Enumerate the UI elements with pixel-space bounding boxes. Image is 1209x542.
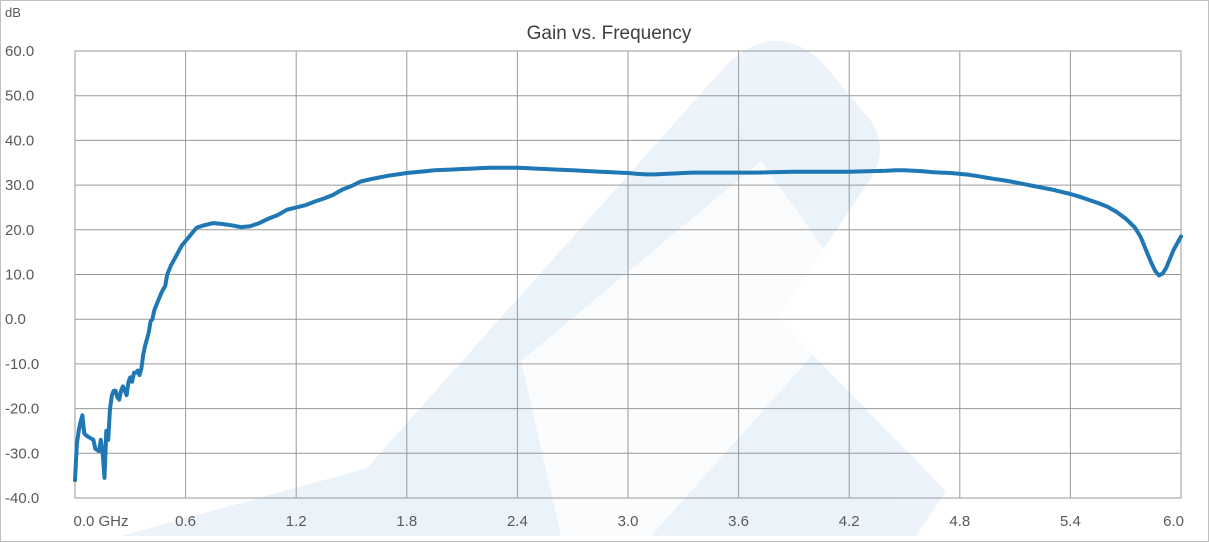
x-tick-label: 4.2 xyxy=(839,513,860,530)
x-tick-label: 0.6 xyxy=(175,513,196,530)
x-tick-label: 3.6 xyxy=(728,513,749,530)
y-tick-label: 40.0 xyxy=(5,132,34,149)
watermark-logo xyxy=(121,40,946,536)
series-layer xyxy=(73,165,1183,483)
y-tick-label: -20.0 xyxy=(5,401,39,418)
x-tick-label: 6.0 xyxy=(1163,513,1184,530)
y-tick-label: -10.0 xyxy=(5,356,39,373)
plot-area xyxy=(74,50,1182,499)
y-axis-ticks: 60.0 50.0 40.0 30.0 20.0 10.0 0.0 -10.0 -20.0 -30… xyxy=(5,43,39,507)
x-tick-label: 1.8 xyxy=(396,513,417,530)
gain-series-line xyxy=(73,165,1183,483)
y-axis-unit-label: dB xyxy=(5,5,21,20)
y-tick-label: 10.0 xyxy=(5,267,34,284)
x-tick-label: 3.0 xyxy=(618,513,639,530)
x-tick-label: 1.2 xyxy=(286,513,307,530)
x-axis-ticks: 0.0 GHz 0.6 1.2 1.8 2.4 3.0 3.6 4.2 4.8 5.4 6.0 xyxy=(73,513,1184,530)
gridlines xyxy=(74,50,1182,499)
x-tick-label: 2.4 xyxy=(507,513,528,530)
x-tick-label: 0.0 GHz xyxy=(73,513,128,530)
chart-title: Gain vs. Frequency xyxy=(527,23,692,44)
x-tick-label: 5.4 xyxy=(1060,513,1081,530)
x-tick-label: 4.8 xyxy=(949,513,970,530)
y-tick-label: 30.0 xyxy=(5,177,34,194)
y-tick-label: -40.0 xyxy=(5,490,39,507)
y-tick-label: 20.0 xyxy=(5,222,34,239)
y-tick-label: 60.0 xyxy=(5,43,34,60)
y-tick-label: 50.0 xyxy=(5,88,34,105)
y-tick-label: 0.0 xyxy=(5,311,26,328)
y-tick-label: -30.0 xyxy=(5,445,39,462)
